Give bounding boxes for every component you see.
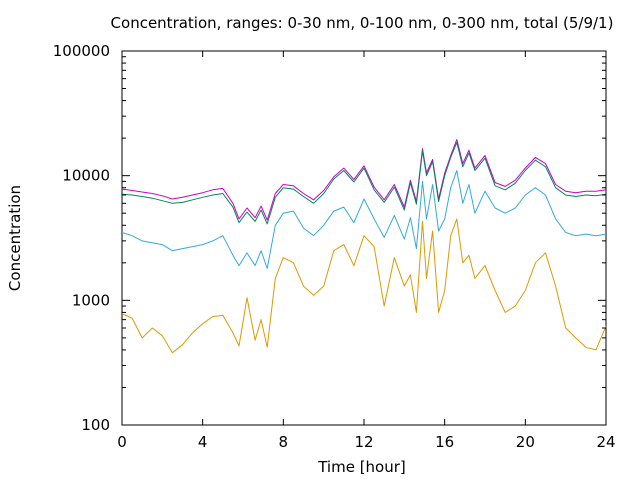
series-line-1 xyxy=(121,139,607,221)
x-tick-label: 12 xyxy=(354,433,373,451)
y-tick-label: 1000 xyxy=(72,291,110,309)
y-axis: 100 1000 10000 100000 xyxy=(53,42,606,434)
chart-title: Concentration, ranges: 0-30 nm, 0-100 nm… xyxy=(111,14,614,32)
plot-frame xyxy=(121,50,607,426)
x-axis: 0 4 8 12 16 20 24 xyxy=(117,51,616,451)
x-tick-label: 0 xyxy=(117,433,127,451)
series-group xyxy=(121,139,607,354)
y-axis-label: Concentration xyxy=(6,185,24,291)
x-axis-label: Time [hour] xyxy=(317,458,406,476)
series-line-3 xyxy=(121,170,607,269)
series-line-2 xyxy=(121,141,607,225)
x-tick-label: 8 xyxy=(279,433,289,451)
y-tick-label: 10000 xyxy=(62,167,110,185)
series-line-4 xyxy=(121,218,607,354)
x-tick-label: 16 xyxy=(435,433,454,451)
y-tick-label: 100000 xyxy=(53,42,110,60)
x-tick-label: 4 xyxy=(198,433,208,451)
x-tick-label: 20 xyxy=(516,433,535,451)
x-tick-label: 24 xyxy=(596,433,615,451)
y-tick-label: 100 xyxy=(81,416,110,434)
